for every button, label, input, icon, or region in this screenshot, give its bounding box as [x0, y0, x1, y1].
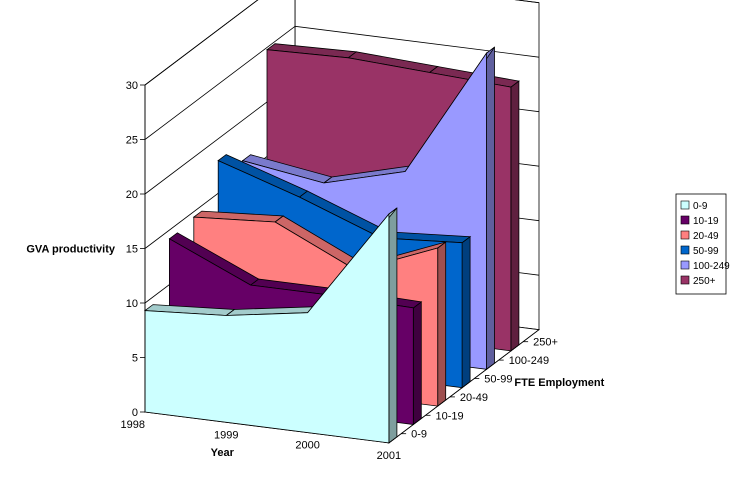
x-tick-label: 2000 — [295, 440, 319, 452]
y-tick-label: 10 — [126, 298, 138, 310]
series-end-face — [487, 47, 495, 369]
z-axis-title: FTE Employment — [514, 377, 604, 389]
legend-swatch — [681, 246, 689, 254]
z-tick-label: 100-249 — [509, 355, 549, 367]
y-tick-label: 20 — [126, 189, 138, 201]
series-end-face — [389, 208, 397, 443]
legend-swatch — [681, 261, 689, 269]
series-end-face — [413, 302, 421, 425]
z-tick-label: 250+ — [533, 337, 558, 349]
y-tick-label: 25 — [126, 135, 138, 147]
y-tick-label: 30 — [126, 80, 138, 92]
legend-label: 100-249 — [693, 261, 730, 272]
legend-swatch — [681, 201, 689, 209]
series-end-face — [462, 237, 470, 388]
x-tick-label: 1999 — [214, 429, 238, 441]
legend-swatch — [681, 231, 689, 239]
legend-label: 20-49 — [693, 231, 719, 242]
z-tick-label: 50-99 — [484, 374, 512, 386]
legend-label: 250+ — [693, 276, 716, 287]
x-axis-title: Year — [211, 447, 235, 459]
z-tick-label: 10-19 — [436, 410, 464, 422]
x-tick-label: 2001 — [377, 450, 401, 462]
legend-swatch — [681, 276, 689, 284]
y-tick-label: 15 — [126, 244, 138, 256]
legend-label: 0-9 — [693, 201, 708, 212]
y-axis-title: GVA productivity — [26, 244, 116, 256]
z-tick-label: 0-9 — [411, 429, 427, 441]
series-end-face — [511, 81, 519, 351]
legend-swatch — [681, 216, 689, 224]
z-tick-label: 20-49 — [460, 392, 488, 404]
legend-label: 50-99 — [693, 246, 719, 257]
legend-label: 10-19 — [693, 216, 719, 227]
y-tick-label: 5 — [132, 353, 138, 365]
series-end-face — [438, 242, 446, 406]
x-tick-label: 1998 — [121, 419, 145, 431]
y-tick-label: 0 — [132, 407, 138, 419]
